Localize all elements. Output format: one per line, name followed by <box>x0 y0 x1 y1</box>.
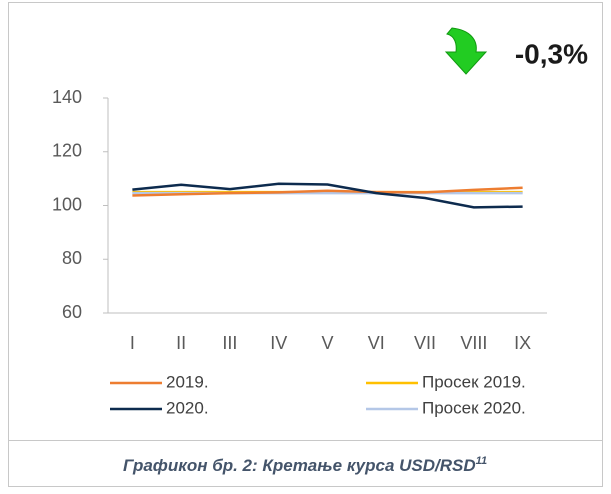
y-tick-label: 60 <box>62 302 82 322</box>
caption-text: Графикон бр. 2: Кретање курса USD/RSD <box>123 456 476 475</box>
legend-label: Просек 2019. <box>422 372 526 391</box>
y-tick-label: 140 <box>52 87 82 107</box>
x-tick-label: II <box>176 333 186 353</box>
x-tick-label: IV <box>270 333 287 353</box>
series-line <box>132 182 523 209</box>
legend-label: Просек 2020. <box>422 398 526 417</box>
down-arrow-icon <box>444 27 488 75</box>
legend-label: 2020. <box>166 398 209 417</box>
legend-label: 2019. <box>166 372 209 391</box>
x-tick-label: VIII <box>460 333 487 353</box>
caption-footnote: 11 <box>476 455 487 467</box>
x-tick-label: VII <box>414 333 436 353</box>
y-tick-label: 80 <box>62 248 82 268</box>
x-tick-label: VI <box>368 333 385 353</box>
annotation: -0,3% <box>515 38 588 69</box>
y-tick-label: 120 <box>52 141 82 161</box>
x-tick-label: III <box>222 333 237 353</box>
x-tick-label: V <box>321 333 333 353</box>
x-tick-label: IX <box>514 333 531 353</box>
x-tick-label: I <box>130 333 135 353</box>
series-line <box>132 186 523 197</box>
y-tick-label: 100 <box>52 194 82 214</box>
caption: Графикон бр. 2: Кретање курса USD/RSD11 <box>123 455 487 476</box>
